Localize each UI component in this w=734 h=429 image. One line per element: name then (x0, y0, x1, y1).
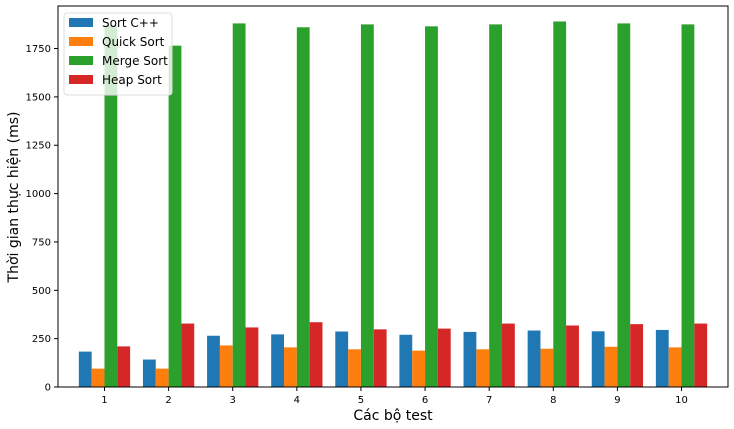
legend-label: Quick Sort (102, 35, 165, 49)
y-tick-label: 1500 (26, 92, 51, 103)
bar-quick-sort-3 (219, 345, 233, 387)
bar-merge-sort-1 (104, 25, 118, 388)
bar-merge-sort-3 (232, 23, 246, 387)
bar-sort-c--2 (142, 359, 156, 387)
bars-group (78, 21, 708, 388)
legend-swatch-heap-sort (69, 75, 93, 84)
bar-merge-sort-6 (425, 26, 438, 388)
bar-quick-sort-8 (540, 348, 554, 387)
bar-heap-sort-4 (309, 322, 323, 387)
bar-heap-sort-3 (245, 327, 259, 387)
x-axis-title: Các bộ test (353, 408, 433, 424)
x-tick-label: 9 (614, 395, 620, 406)
x-tick-label: 4 (294, 395, 300, 406)
legend-box (63, 12, 173, 96)
y-tick-label: 250 (32, 334, 51, 345)
bar-merge-sort-2 (168, 45, 182, 387)
bar-quick-sort-7 (476, 349, 490, 387)
x-tick-label: 3 (230, 395, 236, 406)
bar-sort-c--6 (399, 334, 413, 387)
x-tick-label: 10 (675, 395, 688, 406)
bar-quick-sort-4 (284, 347, 297, 387)
bar-quick-sort-9 (604, 346, 618, 387)
x-tick-label: 8 (550, 395, 556, 406)
bar-merge-sort-8 (553, 21, 567, 388)
bar-quick-sort-2 (155, 368, 169, 387)
bar-sort-c--9 (591, 331, 605, 387)
y-tick-label: 1000 (26, 189, 51, 200)
bar-sort-c--4 (271, 334, 285, 387)
y-tick-label: 1250 (26, 141, 51, 152)
bar-merge-sort-7 (489, 24, 502, 387)
legend-swatch-merge-sort (69, 56, 93, 65)
y-tick-label: 750 (32, 237, 51, 248)
x-tick-label: 2 (165, 395, 171, 406)
legend-swatch-quick-sort (69, 37, 93, 46)
bar-sort-c--8 (527, 330, 541, 387)
x-ticks: 1 2 3 4 5 6 7 8 9 10 (101, 387, 688, 406)
bar-sort-c--10 (655, 329, 669, 387)
bar-heap-sort-7 (501, 323, 515, 387)
bar-quick-sort-5 (348, 349, 361, 387)
legend-swatch-sort-c- (69, 18, 93, 27)
y-tick-label: 0 (45, 383, 51, 394)
legend-label: Heap Sort (102, 73, 162, 87)
bar-quick-sort-1 (91, 368, 105, 387)
y-tick-label: 500 (32, 286, 51, 297)
plot-frame (57, 5, 729, 388)
x-tick-label: 5 (358, 395, 364, 406)
bar-heap-sort-8 (566, 325, 579, 387)
legend-label: Sort C++ (102, 16, 159, 30)
bar-heap-sort-6 (437, 328, 451, 387)
bar-heap-sort-9 (630, 324, 644, 387)
bar-quick-sort-6 (412, 350, 426, 387)
bar-merge-sort-5 (360, 24, 374, 387)
bar-heap-sort-2 (181, 323, 195, 387)
y-axis-title: Thời gian thực hiện (ms) (6, 112, 22, 284)
bar-heap-sort-5 (373, 329, 387, 387)
legend: Sort C++ Quick Sort Merge Sort Heap Sort (63, 12, 173, 96)
bar-sort-c--7 (463, 331, 477, 387)
bar-sort-c--5 (335, 331, 349, 387)
y-ticks: 0 250 500 750 1000 1250 1500 1750 (26, 44, 58, 394)
y-tick-label: 1750 (26, 44, 51, 55)
bar-sort-c--1 (78, 351, 92, 387)
bar-merge-sort-10 (681, 24, 695, 387)
bar-merge-sort-4 (296, 27, 310, 388)
x-tick-label: 7 (486, 395, 492, 406)
bar-heap-sort-10 (694, 323, 708, 387)
bar-quick-sort-10 (668, 347, 682, 387)
bar-merge-sort-9 (617, 23, 631, 387)
bar-heap-sort-1 (117, 346, 131, 387)
legend-label: Merge Sort (102, 54, 168, 68)
bar-sort-c--3 (207, 335, 220, 387)
x-tick-label: 6 (422, 395, 428, 406)
x-tick-label: 1 (101, 395, 107, 406)
